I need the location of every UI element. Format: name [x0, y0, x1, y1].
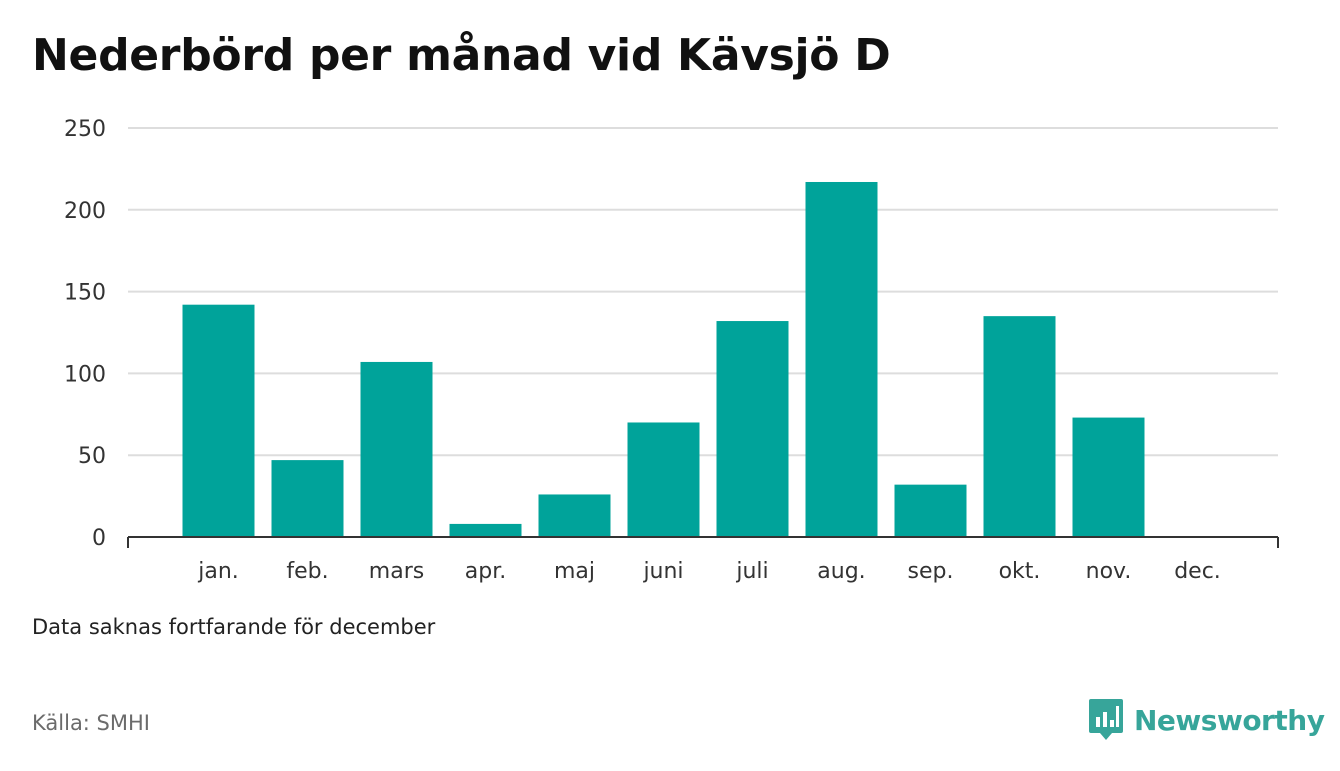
x-tick-label: juli — [735, 559, 768, 584]
y-tick-label: 250 — [64, 117, 106, 142]
bar — [716, 321, 789, 537]
bar — [627, 422, 700, 537]
y-axis-tick-labels: 0 50 100 150 200 250 — [64, 117, 106, 551]
x-tick-label: maj — [554, 559, 595, 584]
chart-title: Nederbörd per månad vid Kävsjö D — [32, 30, 891, 81]
x-tick-label: dec. — [1174, 559, 1221, 584]
x-tick-label: mars — [369, 559, 424, 584]
x-tick-label: aug. — [817, 559, 865, 584]
x-tick-label: juni — [642, 559, 683, 584]
bar — [271, 460, 344, 537]
gridlines — [128, 127, 1278, 457]
x-tick-label: jan. — [197, 559, 239, 584]
footnote: Data saknas fortfarande för december — [32, 615, 436, 639]
y-tick-label: 50 — [78, 444, 106, 469]
x-tick-label: feb. — [286, 559, 328, 584]
x-tick-label: okt. — [999, 559, 1041, 584]
x-tick-label: sep. — [908, 559, 954, 584]
bars — [182, 181, 1145, 537]
bar-chart-speech-bubble-icon — [1089, 699, 1123, 740]
bar — [449, 523, 522, 537]
y-tick-label: 200 — [64, 199, 106, 224]
bar — [360, 361, 433, 537]
x-axis-tick-labels: jan. feb. mars apr. maj juni juli aug. sep. okt. n… — [197, 559, 1221, 584]
bar — [894, 484, 967, 537]
bar — [805, 181, 878, 537]
y-tick-label: 0 — [92, 526, 106, 551]
y-tick-label: 150 — [64, 281, 106, 306]
bar — [538, 494, 611, 537]
brand-name: Newsworthy — [1134, 703, 1325, 737]
x-tick-label: nov. — [1086, 559, 1132, 584]
brand-logo: Newsworthy — [1088, 698, 1325, 742]
x-axis — [127, 536, 1279, 548]
source-credit: Källa: SMHI — [32, 711, 150, 735]
bar — [182, 304, 255, 537]
y-tick-label: 100 — [64, 362, 106, 387]
bar — [1072, 417, 1145, 537]
bar — [983, 316, 1056, 537]
x-tick-label: apr. — [465, 559, 506, 584]
